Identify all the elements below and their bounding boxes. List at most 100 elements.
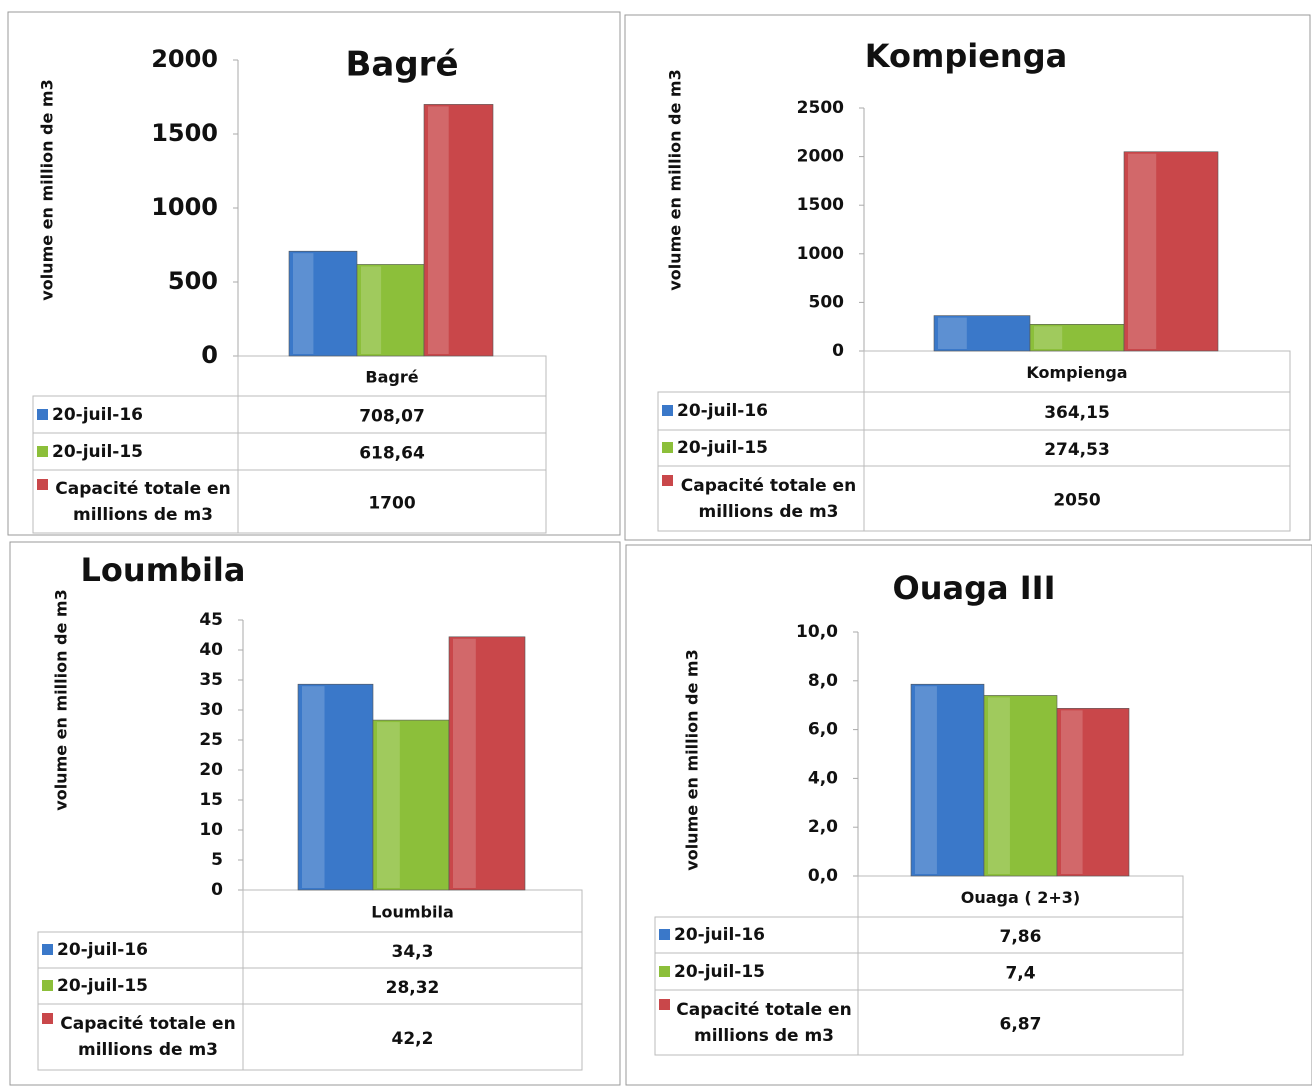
bar	[983, 695, 1058, 877]
legend-label: Capacité totale en millions de m3	[659, 990, 854, 1055]
bar	[288, 250, 358, 357]
bar-highlight	[453, 638, 476, 888]
bar	[297, 683, 374, 891]
chart-title: Kompienga	[865, 37, 1067, 75]
bar-highlight	[293, 253, 314, 354]
category-label: Loumbila	[371, 903, 453, 922]
table-cell	[863, 465, 1291, 532]
bar-highlight	[428, 106, 449, 355]
y-tick-label: 10,0	[796, 622, 838, 642]
data-label: 274,53	[1044, 440, 1110, 460]
bar	[1123, 151, 1219, 352]
legend-text: Capacité totale en millions de m3	[676, 999, 852, 1046]
legend-swatch	[42, 944, 53, 955]
y-tick-label: 25	[199, 730, 223, 750]
bar-highlight	[938, 317, 967, 349]
data-label: 7,4	[1005, 964, 1035, 984]
legend-entry: 20-juil-16	[37, 396, 234, 433]
legend-swatch	[662, 475, 673, 486]
bar-highlight	[915, 686, 937, 874]
bar	[448, 636, 526, 891]
legend-label: 20-juil-16	[37, 396, 234, 433]
legend-text: 20-juil-15	[57, 976, 149, 996]
bar	[1056, 708, 1130, 877]
legend-text: Capacité totale en millions de m3	[680, 475, 857, 522]
y-axis-label: volume en million de m3	[38, 79, 57, 300]
data-label: 2050	[1053, 491, 1100, 511]
y-tick-label: 6,0	[808, 720, 838, 740]
table-cell	[857, 989, 1184, 1056]
data-label: 708,07	[359, 407, 425, 427]
table-cell	[237, 469, 547, 534]
y-tick-label: 2500	[797, 98, 844, 118]
legend-text: 20-juil-16	[57, 940, 149, 960]
y-tick-label: 1000	[797, 244, 844, 264]
y-axis-label: volume en million de m3	[683, 649, 702, 870]
legend-swatch	[659, 999, 670, 1010]
legend-entry: 20-juil-15	[659, 961, 766, 982]
legend-entry: Capacité totale en millions de m3	[42, 1013, 236, 1060]
data-label: 42,2	[392, 1029, 434, 1049]
y-tick-label: 2000	[797, 147, 844, 167]
bar	[356, 264, 425, 357]
y-tick-label: 1000	[151, 193, 218, 221]
legend-text: Capacité totale en millions de m3	[60, 1014, 236, 1060]
legend-swatch	[37, 408, 48, 420]
table-cell	[242, 1003, 583, 1071]
legend-label: Capacité totale en millions de m3	[662, 466, 860, 531]
data-label: 6,87	[1000, 1015, 1042, 1035]
y-tick-label: 500	[168, 267, 218, 295]
legend-text: Capacité totale en millions de m3	[55, 478, 231, 525]
bar	[1029, 324, 1125, 352]
data-label: 34,3	[392, 942, 434, 962]
legend-entry: 20-juil-16	[662, 392, 860, 430]
legend-text: 20-juil-15	[674, 961, 766, 982]
panel-border	[7, 11, 621, 536]
bar-highlight	[1128, 153, 1157, 349]
legend-swatch	[662, 405, 673, 416]
legend-label: Capacité totale en millions de m3	[37, 470, 234, 533]
y-tick-label: 35	[199, 670, 223, 690]
data-label: 1700	[368, 494, 415, 514]
category-label: Bagré	[365, 368, 418, 387]
legend-swatch	[659, 929, 670, 940]
panel-border	[624, 14, 1311, 541]
bar-highlight	[1061, 710, 1083, 874]
y-tick-label: 4,0	[808, 768, 838, 788]
y-axis-label: volume en million de m3	[666, 69, 685, 290]
data-label: 618,64	[359, 444, 425, 464]
y-tick-label: 1500	[151, 119, 218, 147]
data-label: 7,86	[1000, 927, 1042, 947]
legend-label: 20-juil-16	[42, 932, 239, 968]
data-label: 28,32	[386, 978, 440, 998]
y-tick-label: 2,0	[808, 817, 838, 837]
legend-label: 20-juil-16	[662, 392, 860, 430]
chart-title: Bagré	[345, 45, 458, 85]
y-tick-label: 0	[832, 341, 844, 361]
legend-entry: 20-juil-15	[42, 976, 149, 996]
legend-entry: 20-juil-16	[42, 932, 239, 968]
y-tick-label: 1500	[797, 195, 844, 215]
legend-entry: Capacité totale en millions de m3	[37, 470, 234, 533]
y-tick-label: 0	[201, 341, 218, 369]
legend-label: 20-juil-15	[37, 433, 234, 470]
legend-label: 20-juil-16	[659, 917, 854, 953]
y-tick-label: 45	[199, 610, 223, 630]
y-tick-label: 40	[199, 640, 223, 660]
legend-text: 20-juil-16	[674, 925, 766, 945]
legend-entry: 20-juil-16	[659, 917, 854, 953]
panel-border	[9, 541, 621, 1086]
bar-highlight	[302, 686, 325, 888]
category-label: Ouaga ( 2+3)	[961, 888, 1080, 907]
legend-entry: Capacité totale en millions de m3	[662, 466, 860, 531]
y-tick-label: 30	[199, 700, 223, 720]
legend-swatch	[37, 479, 48, 490]
y-tick-label: 500	[809, 292, 845, 312]
bar	[423, 104, 494, 357]
data-label: 364,15	[1044, 403, 1110, 423]
chart-title: Loumbila	[81, 551, 246, 589]
legend-text: 20-juil-15	[677, 438, 769, 458]
y-tick-label: 20	[199, 760, 223, 780]
legend-text: 20-juil-16	[52, 404, 144, 425]
legend-swatch	[42, 980, 53, 991]
